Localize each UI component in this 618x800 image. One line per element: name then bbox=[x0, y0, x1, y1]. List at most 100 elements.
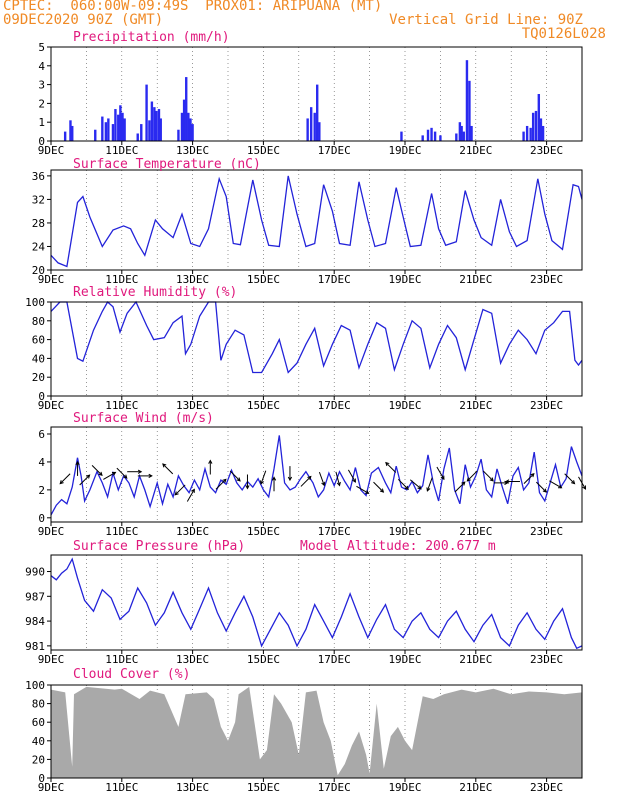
wind-arrow-head bbox=[59, 480, 64, 485]
series-line bbox=[50, 557, 583, 650]
precip-bar bbox=[150, 101, 154, 141]
precip-bar bbox=[104, 122, 108, 141]
header-station-line: CPTEC: 060:00W-09:49S PROX01: ARIPUANA (… bbox=[3, 0, 383, 14]
precip-bar bbox=[185, 77, 188, 141]
wind-arrow-head bbox=[271, 476, 277, 481]
header-run-time: 09DEC2020 90Z (GMT) bbox=[3, 12, 164, 28]
wind-arrow bbox=[260, 470, 267, 485]
y-tick-label: 2 bbox=[38, 97, 45, 110]
precip-bar bbox=[157, 109, 161, 141]
wind-arrow-head bbox=[385, 461, 390, 467]
wind-arrow-head bbox=[504, 479, 510, 484]
precip-bar bbox=[541, 125, 545, 141]
x-tick-label: 15DEC bbox=[247, 653, 280, 666]
y-tick-label: 100 bbox=[25, 296, 45, 309]
wind-arrow-head bbox=[287, 476, 293, 482]
y-tick-label: 990 bbox=[25, 566, 45, 579]
precip-bar bbox=[182, 99, 186, 141]
x-tick-label: 11DEC bbox=[105, 781, 138, 794]
precip-bar bbox=[71, 125, 74, 141]
x-tick-label: 23DEC bbox=[530, 781, 563, 794]
x-tick-label: 15DEC bbox=[247, 781, 280, 794]
y-tick-label: 60 bbox=[32, 716, 45, 729]
x-tick-label: 11DEC bbox=[105, 525, 138, 538]
x-tick-label: 9DEC bbox=[38, 399, 65, 412]
y-tick-label: 2 bbox=[38, 484, 45, 497]
y-tick-label: 40 bbox=[32, 352, 45, 365]
y-tick-label: 0 bbox=[38, 772, 45, 785]
precip-bar bbox=[136, 133, 139, 141]
y-tick-label: 60 bbox=[32, 334, 45, 347]
wind-arrow-head bbox=[404, 485, 409, 490]
x-tick-label: 11DEC bbox=[105, 273, 138, 286]
wind-arrow-head bbox=[440, 475, 445, 481]
y-tick-label: 0 bbox=[38, 135, 45, 148]
panel-title: Precipitation (mm/h) bbox=[73, 30, 230, 45]
wind-arrow bbox=[116, 467, 128, 479]
x-tick-label: 17DEC bbox=[318, 399, 351, 412]
precip-bar bbox=[111, 124, 115, 141]
panel-frame bbox=[50, 169, 583, 271]
y-tick-label: 28 bbox=[32, 217, 45, 230]
precip-bar bbox=[140, 124, 143, 141]
x-tick-label: 19DEC bbox=[388, 273, 421, 286]
wind-speed-line bbox=[50, 435, 583, 516]
wind-arrow bbox=[356, 485, 369, 494]
precip-bar bbox=[153, 107, 156, 141]
precip-bar bbox=[462, 131, 465, 141]
y-tick-label: 100 bbox=[25, 679, 45, 692]
wind-arrow bbox=[186, 489, 195, 502]
x-tick-label: 13DEC bbox=[176, 653, 209, 666]
series-line bbox=[50, 300, 583, 374]
wind-arrow-head bbox=[86, 474, 91, 479]
wind-arrow bbox=[215, 478, 227, 490]
y-tick-label: 5 bbox=[38, 41, 45, 54]
x-tick-label: 9DEC bbox=[38, 273, 65, 286]
wind-arrow bbox=[466, 470, 478, 482]
y-tick-label: 3 bbox=[38, 79, 45, 92]
precip-bar bbox=[430, 127, 433, 141]
x-tick-label: 23DEC bbox=[530, 653, 563, 666]
precip-bar bbox=[313, 112, 316, 141]
wind-arrow-head bbox=[307, 475, 312, 481]
y-tick-label: 20 bbox=[32, 753, 45, 766]
wind-arrow-head bbox=[137, 469, 143, 474]
x-tick-label: 15DEC bbox=[247, 525, 280, 538]
precip-bar bbox=[191, 124, 194, 141]
x-tick-label: 11DEC bbox=[105, 653, 138, 666]
wind-arrow-head bbox=[571, 480, 576, 485]
wind-arrow bbox=[523, 473, 535, 484]
wind-arrow-head bbox=[426, 487, 431, 492]
wind-arrow bbox=[409, 479, 422, 490]
x-tick-label: 21DEC bbox=[459, 399, 492, 412]
precip-bar bbox=[316, 84, 319, 141]
precip-bar bbox=[123, 118, 126, 141]
wind-arrow bbox=[318, 471, 325, 486]
y-tick-label: 4 bbox=[38, 60, 45, 73]
y-tick-label: 981 bbox=[25, 640, 45, 653]
wind-arrow bbox=[103, 471, 116, 480]
wind-arrow bbox=[397, 478, 409, 490]
x-tick-label: 17DEC bbox=[318, 781, 351, 794]
panel-frame bbox=[50, 301, 583, 397]
x-tick-label: 13DEC bbox=[176, 525, 209, 538]
wind-arrow-head bbox=[111, 471, 117, 476]
y-tick-label: 6 bbox=[38, 428, 45, 441]
y-tick-label: 984 bbox=[25, 615, 45, 628]
x-tick-label: 9DEC bbox=[38, 144, 65, 157]
wind-arrow-head bbox=[75, 460, 80, 466]
precip-bar bbox=[145, 84, 148, 141]
precip-bar bbox=[114, 109, 117, 141]
precip-bar bbox=[426, 129, 430, 141]
y-tick-label: 4 bbox=[38, 456, 45, 469]
y-tick-label: 0 bbox=[38, 390, 45, 403]
y-tick-label: 40 bbox=[32, 735, 45, 748]
panel-frame bbox=[50, 684, 583, 779]
precip-bar bbox=[400, 131, 403, 141]
x-tick-label: 11DEC bbox=[105, 144, 138, 157]
precip-bar bbox=[119, 105, 122, 141]
x-tick-label: 9DEC bbox=[38, 525, 65, 538]
x-tick-label: 17DEC bbox=[318, 144, 351, 157]
wind-arrow-head bbox=[174, 491, 179, 496]
precip-bar bbox=[539, 118, 543, 141]
